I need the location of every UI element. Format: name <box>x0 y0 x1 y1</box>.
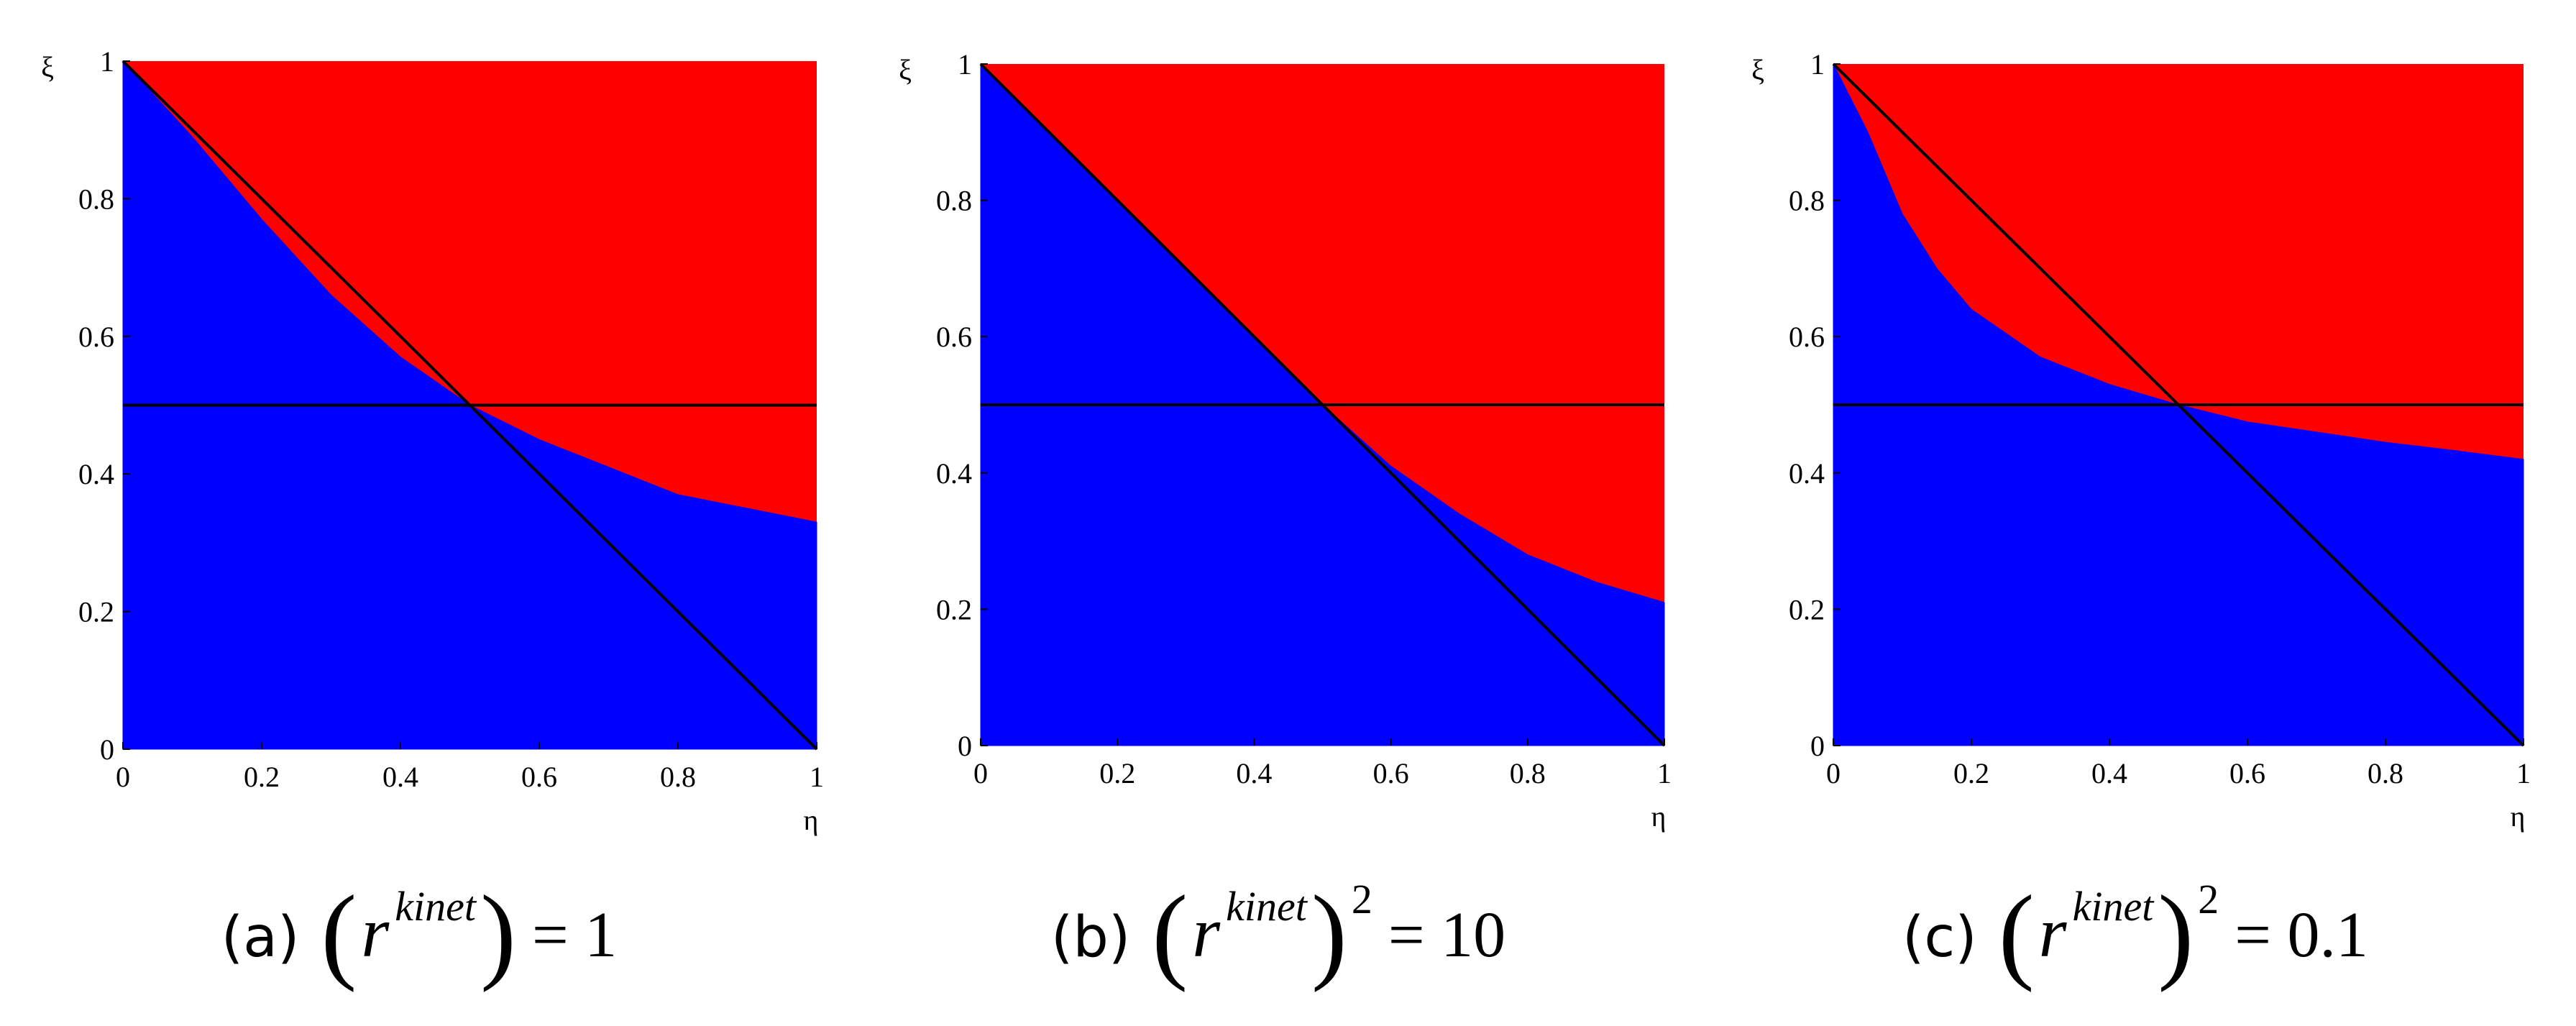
caption-label: (c) <box>1902 905 1977 970</box>
y-tick-label: 0.6 <box>936 321 972 353</box>
x-axis-label: η <box>2511 800 2526 833</box>
x-tick-label: 1 <box>1657 757 1672 789</box>
caption-rhs: = 0.1 <box>2234 899 2368 971</box>
caption-superscript: kinet <box>2073 883 2155 930</box>
caption-paren: ) <box>2158 874 2194 993</box>
x-tick-label: 0.2 <box>1953 757 1989 789</box>
caption-label: (b) <box>1051 905 1130 970</box>
y-tick-label: 0 <box>100 733 114 766</box>
caption: (b) (r kinet) 2 = 10 <box>1051 874 1505 993</box>
caption-paren: ( <box>1152 874 1188 993</box>
caption: (a) (r kinet) = 1 <box>221 874 617 993</box>
x-tick-label: 0.4 <box>2091 757 2127 789</box>
y-tick-label: 0 <box>1810 730 1825 762</box>
x-tick-label: 0.4 <box>1236 757 1272 789</box>
caption-paren: ( <box>321 874 357 993</box>
caption-power: 2 <box>1352 876 1372 922</box>
x-tick-label: 0.2 <box>1099 757 1135 789</box>
x-tick-label: 0 <box>1826 757 1841 789</box>
y-tick-label: 0.4 <box>936 457 972 490</box>
caption-superscript: kinet <box>395 883 477 930</box>
caption-base: r <box>361 892 390 972</box>
x-tick-label: 0 <box>973 757 988 789</box>
x-tick-label: 0.6 <box>2229 757 2265 789</box>
x-tick-label: 0.8 <box>660 761 696 793</box>
caption-base: r <box>2039 892 2068 972</box>
y-tick-label: 0.8 <box>1789 185 1825 217</box>
y-tick-label: 0.6 <box>78 321 114 353</box>
x-axis-label: η <box>804 804 819 836</box>
y-tick-label: 1 <box>1810 48 1825 81</box>
y-tick-label: 0.4 <box>78 458 114 490</box>
caption-rhs: = 1 <box>532 899 617 971</box>
caption-paren: ) <box>1311 874 1347 993</box>
x-tick-label: 0.6 <box>1373 757 1409 789</box>
caption-paren: ) <box>480 874 516 993</box>
x-tick-label: 0.8 <box>1510 757 1546 789</box>
y-tick-label: 0.2 <box>1789 593 1825 626</box>
x-tick-label: 0.4 <box>382 761 418 793</box>
x-tick-label: 0.8 <box>2368 757 2403 789</box>
x-tick-label: 0.2 <box>244 761 280 793</box>
y-tick-label: 0.4 <box>1789 457 1825 490</box>
y-axis-label: ξ <box>41 51 54 83</box>
y-tick-label: 0.8 <box>78 183 114 215</box>
x-tick-label: 1 <box>2516 757 2531 789</box>
caption-power: 2 <box>2198 876 2219 922</box>
y-tick-label: 0.2 <box>936 593 972 626</box>
x-axis-label: η <box>1651 800 1667 833</box>
y-tick-label: 0.6 <box>1789 321 1825 353</box>
y-axis-label: ξ <box>1751 54 1764 86</box>
caption: (c) (r kinet) 2 = 0.1 <box>1902 874 2368 993</box>
x-tick-label: 1 <box>810 761 824 793</box>
y-axis-label: ξ <box>899 54 912 86</box>
y-tick-label: 0.8 <box>936 185 972 217</box>
caption-superscript: kinet <box>1226 883 1308 930</box>
y-tick-label: 0 <box>958 730 972 762</box>
y-tick-label: 1 <box>958 48 972 81</box>
x-tick-label: 0.6 <box>521 761 557 793</box>
caption-label: (a) <box>221 905 300 970</box>
caption-base: r <box>1192 892 1221 972</box>
x-tick-label: 0 <box>116 761 130 793</box>
y-tick-label: 1 <box>100 45 114 78</box>
y-tick-label: 0.2 <box>78 596 114 628</box>
caption-paren: ( <box>1999 874 2035 993</box>
caption-rhs: = 10 <box>1388 899 1505 971</box>
